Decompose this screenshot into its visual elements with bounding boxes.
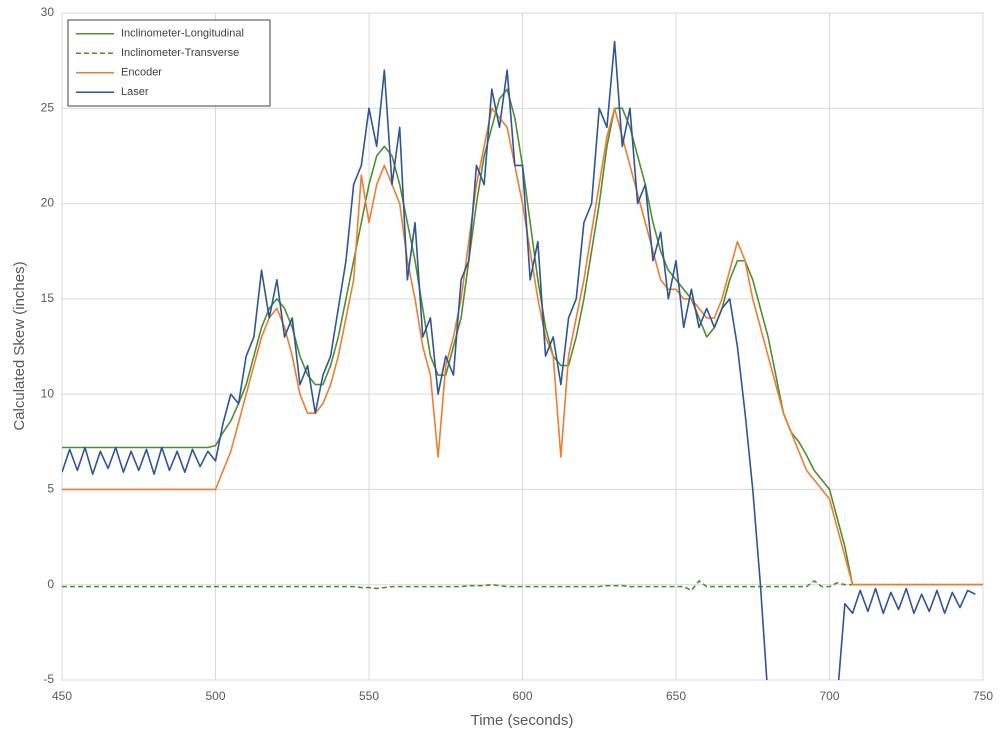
series-line: [62, 580, 983, 592]
x-tick-label: 650: [666, 689, 686, 703]
y-tick-label: -5: [43, 672, 54, 686]
legend: Inclinometer-Longitudinal Inclinometer-Tr…: [67, 19, 271, 107]
y-tick-label: 10: [41, 386, 55, 400]
x-axis-title: Time (seconds): [471, 712, 574, 729]
legend-label: Encoder: [121, 67, 162, 79]
x-tick-label: 700: [819, 689, 839, 703]
legend-label: Inclinometer-Longitudinal: [121, 28, 244, 40]
x-tick-label: 450: [52, 689, 72, 703]
y-tick-label: 25: [41, 100, 55, 114]
y-tick-label: 5: [47, 482, 54, 496]
y-tick-label: 0: [47, 577, 54, 591]
y-axis-title: Calculated Skew (inches): [11, 261, 28, 430]
series-line: [62, 40, 976, 680]
x-tick-label: 600: [512, 689, 532, 703]
legend-label: Laser: [121, 86, 149, 98]
x-tick-label: 550: [359, 689, 379, 703]
legend-label: Inclinometer-Transverse: [121, 47, 239, 59]
tick-labels: -5 0 5 10 15 20 25 30 450 500 550 600 650 700 750: [41, 5, 994, 703]
y-tick-label: 30: [41, 5, 55, 19]
plot-border: [61, 12, 984, 681]
series-line: [62, 107, 983, 586]
y-tick-label: 20: [41, 196, 55, 210]
x-tick-label: 500: [205, 689, 225, 703]
plot-lines: [62, 40, 983, 680]
x-tick-label: 750: [973, 689, 993, 703]
y-tick-label: 15: [41, 291, 55, 305]
